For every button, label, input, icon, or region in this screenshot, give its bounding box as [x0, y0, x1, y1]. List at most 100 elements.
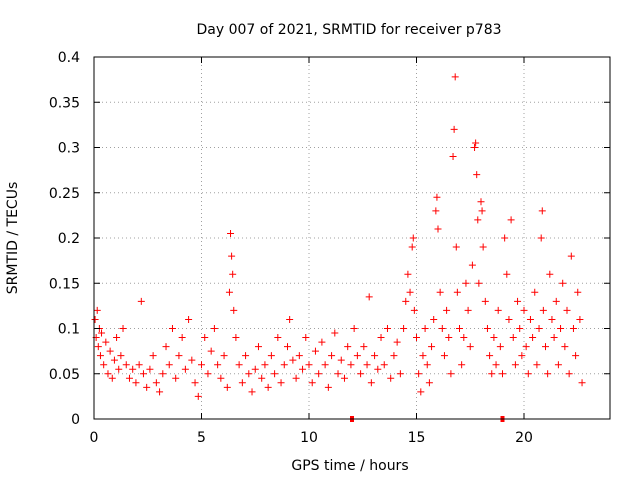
- data-point: [425, 379, 433, 387]
- data-point: [387, 374, 395, 382]
- data-point: [119, 325, 127, 332]
- data-point: [462, 279, 470, 287]
- data-point: [340, 374, 348, 382]
- data-point: [371, 352, 379, 360]
- data-point: [143, 383, 151, 391]
- data-point: [254, 343, 262, 351]
- data-point: [274, 334, 282, 342]
- data-point: [353, 352, 361, 360]
- data-point: [499, 370, 506, 378]
- data-point: [526, 315, 534, 323]
- y-tick-label: 0.25: [49, 186, 80, 202]
- x-axis-label: GPS time / hours: [291, 458, 408, 474]
- data-point: [214, 361, 222, 369]
- data-point: [113, 334, 121, 342]
- data-point: [321, 361, 329, 369]
- data-point: [318, 338, 326, 346]
- data-point: [511, 361, 519, 369]
- data-point: [542, 343, 549, 351]
- data-point: [524, 370, 532, 378]
- data-point: [452, 243, 460, 251]
- data-point: [434, 225, 442, 233]
- data-point: [365, 293, 373, 301]
- x-tick-label: 10: [300, 430, 318, 446]
- y-tick-label: 0.4: [58, 50, 80, 66]
- data-point: [139, 370, 147, 378]
- data-point: [91, 315, 99, 323]
- x-tick-label: 15: [408, 430, 426, 446]
- data-point: [261, 361, 269, 369]
- data-point: [156, 388, 164, 396]
- data-point: [494, 306, 502, 314]
- data-point: [191, 379, 199, 387]
- data-point: [478, 207, 486, 215]
- y-tick-label: 0.3: [58, 141, 80, 157]
- data-point: [449, 153, 457, 161]
- data-point: [277, 379, 285, 387]
- data-point: [501, 234, 509, 242]
- data-point: [456, 325, 463, 332]
- data-point: [94, 343, 102, 351]
- data-point: [473, 171, 481, 179]
- data-point: [245, 370, 253, 378]
- data-point: [102, 338, 110, 346]
- data-point: [328, 352, 336, 360]
- data-point: [563, 306, 571, 314]
- data-point: [360, 343, 368, 351]
- data-point: [443, 306, 451, 314]
- data-point: [232, 334, 240, 342]
- data-point: [201, 334, 209, 342]
- data-point: [572, 352, 580, 360]
- data-point: [419, 352, 427, 360]
- data-point: [117, 352, 125, 360]
- data-point: [505, 315, 513, 323]
- data-point: [436, 288, 444, 296]
- data-point: [220, 352, 228, 360]
- data-point: [122, 361, 130, 369]
- data-point: [574, 288, 582, 296]
- data-point: [374, 365, 382, 373]
- data-point: [483, 325, 491, 332]
- data-point: [445, 334, 453, 342]
- data-point: [227, 229, 235, 237]
- data-point: [115, 365, 123, 373]
- data-point: [137, 297, 145, 305]
- data-point: [284, 343, 291, 351]
- data-point: [295, 352, 303, 360]
- data-point: [507, 216, 515, 224]
- data-point: [578, 379, 586, 387]
- data-point: [235, 361, 243, 369]
- data-point: [347, 361, 355, 369]
- data-point: [492, 361, 500, 369]
- data-point: [565, 370, 573, 378]
- data-point: [106, 347, 114, 355]
- data-point: [393, 338, 401, 346]
- data-point: [481, 297, 489, 305]
- data-point: [415, 370, 423, 378]
- data-point: [104, 370, 112, 378]
- data-point: [440, 352, 448, 360]
- data-point: [100, 361, 108, 369]
- data-point: [520, 306, 528, 314]
- data-point: [258, 374, 266, 382]
- data-point: [178, 334, 186, 342]
- data-point: [531, 288, 539, 296]
- data-point: [149, 352, 157, 360]
- data-point: [383, 325, 391, 332]
- data-point: [229, 270, 237, 278]
- data-point: [267, 352, 275, 360]
- data-point: [98, 329, 106, 337]
- data-point: [557, 325, 565, 332]
- data-point: [538, 207, 546, 215]
- y-axis-label: SRMTID / TECUs: [5, 182, 21, 295]
- data-point: [490, 334, 498, 342]
- data-point: [194, 392, 202, 400]
- axis-ticks: 0 5 10 15 20 0 0.05 0.1 0.15 0.2 0.25 0.3 0.35 0.4: [49, 50, 610, 446]
- data-point: [280, 361, 288, 369]
- data-point: [475, 279, 483, 287]
- data-point: [242, 352, 250, 360]
- data-point: [93, 306, 101, 314]
- y-tick-label: 0.05: [49, 367, 80, 383]
- data-point: [546, 270, 554, 278]
- data-point: [486, 352, 494, 360]
